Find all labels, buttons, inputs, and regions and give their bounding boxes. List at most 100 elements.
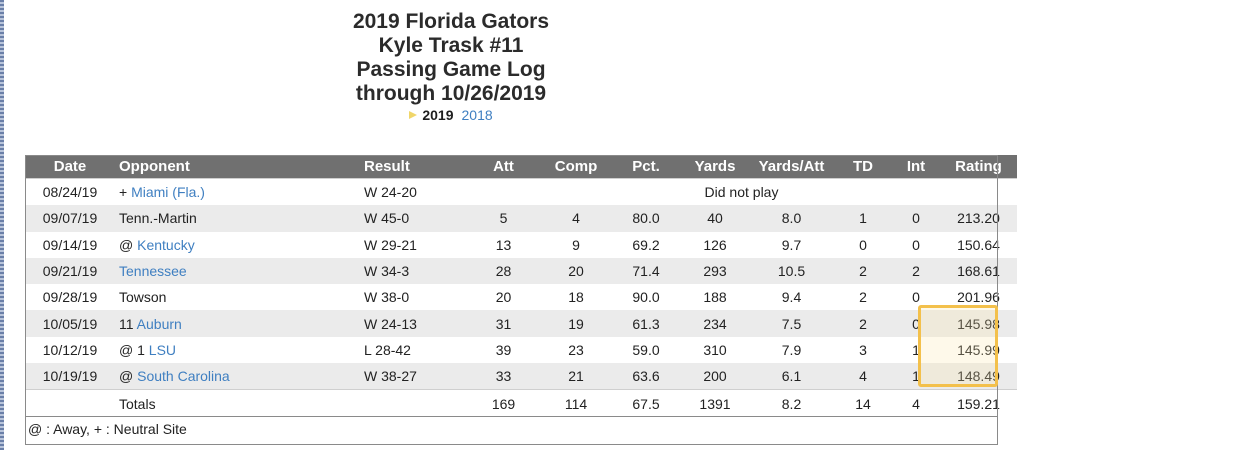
cell-date: 10/05/19 [25, 310, 115, 337]
cell-td: 3 [834, 336, 892, 364]
year-link-2018[interactable]: 2018 [461, 107, 493, 123]
year-current: 2019 [422, 107, 454, 123]
table-header-row: Date Opponent Result Att Comp Pct. Yards… [25, 155, 1017, 179]
cell-yards-att: 7.9 [749, 336, 834, 364]
cell-rating: 150.64 [940, 231, 1017, 258]
cell-att: 13 [466, 231, 541, 258]
col-header-opponent[interactable]: Opponent [115, 155, 364, 179]
cell-int: 0 [892, 205, 940, 232]
cell-comp: 4 [541, 205, 611, 232]
col-header-pct[interactable]: Pct. [611, 155, 681, 179]
col-header-yards[interactable]: Yards [681, 155, 749, 179]
cell-int: 1 [892, 363, 940, 390]
opponent-link[interactable]: Tennessee [119, 263, 187, 280]
cell-comp: 19 [541, 310, 611, 337]
cell-att: 39 [466, 336, 541, 364]
opponent-link[interactable]: Auburn [136, 315, 182, 332]
cell-comp: 23 [541, 336, 611, 364]
cell-comp: 20 [541, 257, 611, 285]
cell-yards: 234 [681, 310, 749, 337]
opponent-link[interactable]: South Carolina [137, 368, 230, 385]
cell-pct: 59.0 [611, 336, 681, 364]
cell-result: W 24-20 [364, 178, 466, 206]
col-header-td[interactable]: TD [834, 155, 892, 179]
table-row: 10/12/19 @ 1 LSU L 28-42 39 23 59.0 310 … [25, 336, 1017, 364]
table-row: 10/19/19 @ South Carolina W 38-27 33 21 … [25, 363, 1017, 390]
cell-result: W 34-3 [364, 257, 466, 285]
cell-yards-att: 7.5 [749, 310, 834, 337]
opponent-prefix: @ [119, 368, 134, 385]
cell-att: 20 [466, 284, 541, 311]
cell-opponent: Tenn.-Martin [115, 205, 364, 232]
cell-rating: 145.99 [940, 336, 1017, 364]
cell-pct: 61.3 [611, 310, 681, 337]
table-row: 09/07/19 Tenn.-Martin W 45-0 5 4 80.0 40… [25, 205, 1017, 232]
totals-att: 169 [466, 389, 541, 417]
cell-yards-att: 9.7 [749, 231, 834, 258]
cell-td: 2 [834, 284, 892, 311]
cell-rating: 213.20 [940, 205, 1017, 232]
cell-rating: 168.61 [940, 257, 1017, 285]
cell-date: 09/21/19 [25, 257, 115, 285]
cell-result: W 45-0 [364, 205, 466, 232]
opponent-prefix: + [119, 184, 128, 201]
col-header-comp[interactable]: Comp [541, 155, 611, 179]
table-row: 09/14/19 @ Kentucky W 29-21 13 9 69.2 12… [25, 231, 1017, 258]
cell-yards-att: 10.5 [749, 257, 834, 285]
cell-date: 09/28/19 [25, 284, 115, 311]
col-header-opponent-label: Opponent [119, 158, 190, 175]
opponent-link[interactable]: Miami (Fla.) [131, 184, 205, 201]
cell-att: 33 [466, 363, 541, 390]
cell-opponent: @ Kentucky [115, 231, 364, 258]
cell-opponent: @ South Carolina [115, 363, 364, 390]
year-selector: 2019 2018 [300, 106, 602, 124]
cell-att: 28 [466, 257, 541, 285]
title-line-team: 2019 Florida Gators [352, 10, 550, 33]
cell-int: 1 [892, 336, 940, 364]
cell-td: 2 [834, 310, 892, 337]
cell-date: 09/07/19 [25, 205, 115, 232]
table-row: 09/28/19 Towson W 38-0 20 18 90.0 188 9.… [25, 284, 1017, 311]
table-row: 08/24/19 + Miami (Fla.) W 24-20 Did not … [25, 178, 1017, 206]
cell-pct: 80.0 [611, 205, 681, 232]
col-header-rating[interactable]: Rating [940, 155, 1017, 179]
title-line-date: through 10/26/2019 [355, 82, 547, 105]
cell-did-not-play: Did not play [466, 178, 1017, 206]
cell-result: W 29-21 [364, 231, 466, 258]
totals-label: Totals [115, 389, 364, 417]
cell-date: 10/12/19 [25, 336, 115, 364]
opponent-name: Tenn.-Martin [119, 210, 197, 227]
cell-result: W 38-27 [364, 363, 466, 390]
opponent-rank: 1 [137, 341, 145, 358]
cell-comp: 21 [541, 363, 611, 390]
totals-comp: 114 [541, 389, 611, 417]
current-year-marker-icon [409, 111, 418, 120]
cell-opponent: Tennessee [115, 257, 364, 285]
col-header-date[interactable]: Date [25, 155, 115, 179]
col-header-yards-att[interactable]: Yards/Att [749, 155, 834, 179]
cell-pct: 69.2 [611, 231, 681, 258]
cell-yards-att: 6.1 [749, 363, 834, 390]
totals-yards-att: 8.2 [749, 389, 834, 417]
col-header-att[interactable]: Att [466, 155, 541, 179]
cell-result-empty [364, 389, 466, 417]
col-header-int[interactable]: Int [892, 155, 940, 179]
cell-date: 10/19/19 [25, 363, 115, 390]
cell-opponent: + Miami (Fla.) [115, 178, 364, 206]
cell-td: 1 [834, 205, 892, 232]
cell-result: W 38-0 [364, 284, 466, 311]
opponent-link[interactable]: Kentucky [137, 236, 195, 253]
cell-int: 0 [892, 284, 940, 311]
table-row: 09/21/19 Tennessee W 34-3 28 20 71.4 293… [25, 257, 1017, 285]
cell-td: 4 [834, 363, 892, 390]
cell-yards: 40 [681, 205, 749, 232]
legend-note: @ : Away, + : Neutral Site [28, 421, 187, 437]
col-header-result[interactable]: Result [364, 155, 466, 179]
totals-int: 4 [892, 389, 940, 417]
totals-row: Totals 169 114 67.5 1391 8.2 14 4 159.21 [25, 389, 1017, 417]
opponent-rank: 11 [119, 315, 134, 332]
game-log-table: Date Opponent Result Att Comp Pct. Yards… [25, 155, 1017, 417]
cell-yards-att: 8.0 [749, 205, 834, 232]
opponent-link[interactable]: LSU [148, 341, 177, 358]
cell-yards: 188 [681, 284, 749, 311]
